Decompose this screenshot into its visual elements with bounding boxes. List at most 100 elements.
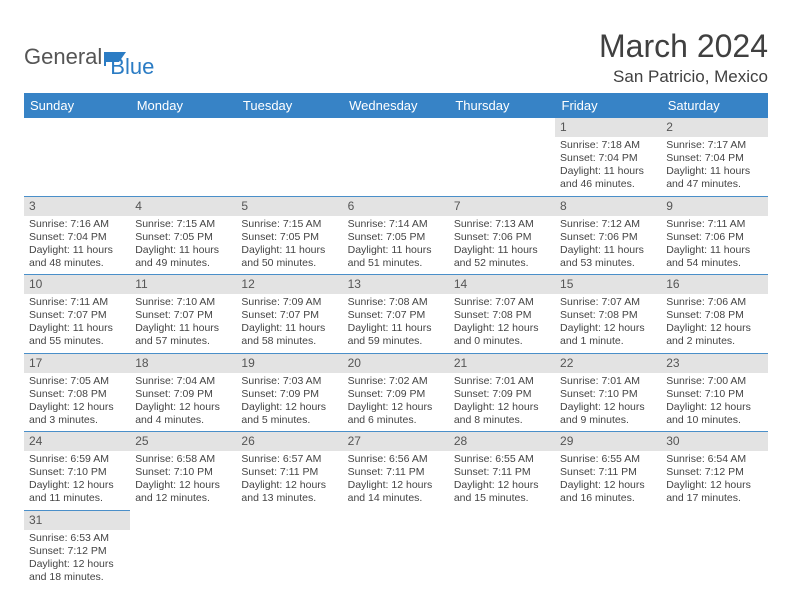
sunset-text: Sunset: 7:06 PM [666,231,762,244]
day-number: 29 [555,432,661,451]
calendar-cell: 26Sunrise: 6:57 AMSunset: 7:11 PMDayligh… [236,432,342,511]
calendar-cell: 27Sunrise: 6:56 AMSunset: 7:11 PMDayligh… [343,432,449,511]
daylight-text: Daylight: 11 hours and 57 minutes. [135,322,231,348]
day-body: Sunrise: 7:18 AMSunset: 7:04 PMDaylight:… [555,137,661,196]
daylight-text: Daylight: 11 hours and 53 minutes. [560,244,656,270]
sunset-text: Sunset: 7:12 PM [666,466,762,479]
day-number: 9 [661,197,767,216]
day-body: Sunrise: 7:05 AMSunset: 7:08 PMDaylight:… [24,373,130,432]
daylight-text: Daylight: 11 hours and 46 minutes. [560,165,656,191]
day-number: 10 [24,275,130,294]
day-number: 13 [343,275,449,294]
day-body: Sunrise: 7:06 AMSunset: 7:08 PMDaylight:… [661,294,767,353]
sunset-text: Sunset: 7:10 PM [666,388,762,401]
day-number: 25 [130,432,236,451]
sunset-text: Sunset: 7:12 PM [29,545,125,558]
day-body: Sunrise: 7:11 AMSunset: 7:06 PMDaylight:… [661,216,767,275]
sunrise-text: Sunrise: 6:57 AM [241,453,337,466]
sunset-text: Sunset: 7:08 PM [454,309,550,322]
daylight-text: Daylight: 11 hours and 54 minutes. [666,244,762,270]
calendar-cell: 9Sunrise: 7:11 AMSunset: 7:06 PMDaylight… [661,196,767,275]
sunset-text: Sunset: 7:11 PM [560,466,656,479]
sunrise-text: Sunrise: 6:58 AM [135,453,231,466]
sunset-text: Sunset: 7:06 PM [560,231,656,244]
sunset-text: Sunset: 7:05 PM [348,231,444,244]
day-number: 14 [449,275,555,294]
daylight-text: Daylight: 11 hours and 58 minutes. [241,322,337,348]
sunrise-text: Sunrise: 6:55 AM [560,453,656,466]
calendar-cell: 2Sunrise: 7:17 AMSunset: 7:04 PMDaylight… [661,118,767,196]
day-body: Sunrise: 7:11 AMSunset: 7:07 PMDaylight:… [24,294,130,353]
daylight-text: Daylight: 12 hours and 2 minutes. [666,322,762,348]
day-number: 5 [236,197,342,216]
daylight-text: Daylight: 12 hours and 4 minutes. [135,401,231,427]
day-number: 16 [661,275,767,294]
weekday-header: Monday [130,93,236,118]
calendar-row: 24Sunrise: 6:59 AMSunset: 7:10 PMDayligh… [24,432,768,511]
sunset-text: Sunset: 7:08 PM [29,388,125,401]
sunset-text: Sunset: 7:10 PM [29,466,125,479]
daylight-text: Daylight: 11 hours and 59 minutes. [348,322,444,348]
sunrise-text: Sunrise: 7:11 AM [29,296,125,309]
logo-text-1: General [24,44,102,70]
day-number: 24 [24,432,130,451]
weekday-header: Saturday [661,93,767,118]
day-body: Sunrise: 7:04 AMSunset: 7:09 PMDaylight:… [130,373,236,432]
day-body: Sunrise: 6:58 AMSunset: 7:10 PMDaylight:… [130,451,236,510]
calendar-cell: 28Sunrise: 6:55 AMSunset: 7:11 PMDayligh… [449,432,555,511]
calendar-cell: 22Sunrise: 7:01 AMSunset: 7:10 PMDayligh… [555,353,661,432]
day-body: Sunrise: 7:16 AMSunset: 7:04 PMDaylight:… [24,216,130,275]
daylight-text: Daylight: 11 hours and 52 minutes. [454,244,550,270]
daylight-text: Daylight: 12 hours and 8 minutes. [454,401,550,427]
calendar-cell: 18Sunrise: 7:04 AMSunset: 7:09 PMDayligh… [130,353,236,432]
logo: General Blue [24,34,154,80]
sunrise-text: Sunrise: 7:16 AM [29,218,125,231]
daylight-text: Daylight: 12 hours and 10 minutes. [666,401,762,427]
sunrise-text: Sunrise: 7:05 AM [29,375,125,388]
day-number: 6 [343,197,449,216]
calendar-cell [449,510,555,588]
sunset-text: Sunset: 7:09 PM [241,388,337,401]
calendar-cell: 29Sunrise: 6:55 AMSunset: 7:11 PMDayligh… [555,432,661,511]
logo-text-2: Blue [110,54,154,80]
day-body: Sunrise: 6:55 AMSunset: 7:11 PMDaylight:… [449,451,555,510]
day-body: Sunrise: 7:07 AMSunset: 7:08 PMDaylight:… [555,294,661,353]
day-number: 18 [130,354,236,373]
calendar-row: 10Sunrise: 7:11 AMSunset: 7:07 PMDayligh… [24,275,768,354]
day-body: Sunrise: 6:55 AMSunset: 7:11 PMDaylight:… [555,451,661,510]
day-number: 30 [661,432,767,451]
day-body: Sunrise: 7:01 AMSunset: 7:10 PMDaylight:… [555,373,661,432]
sunrise-text: Sunrise: 7:04 AM [135,375,231,388]
sunset-text: Sunset: 7:04 PM [29,231,125,244]
day-number: 27 [343,432,449,451]
daylight-text: Daylight: 11 hours and 51 minutes. [348,244,444,270]
calendar-cell: 10Sunrise: 7:11 AMSunset: 7:07 PMDayligh… [24,275,130,354]
calendar-row: 17Sunrise: 7:05 AMSunset: 7:08 PMDayligh… [24,353,768,432]
sunrise-text: Sunrise: 7:08 AM [348,296,444,309]
calendar-cell: 17Sunrise: 7:05 AMSunset: 7:08 PMDayligh… [24,353,130,432]
calendar-cell: 24Sunrise: 6:59 AMSunset: 7:10 PMDayligh… [24,432,130,511]
daylight-text: Daylight: 12 hours and 3 minutes. [29,401,125,427]
day-number: 23 [661,354,767,373]
sunrise-text: Sunrise: 6:53 AM [29,532,125,545]
daylight-text: Daylight: 12 hours and 17 minutes. [666,479,762,505]
calendar-cell [130,510,236,588]
month-title: March 2024 [599,28,768,65]
day-body: Sunrise: 6:54 AMSunset: 7:12 PMDaylight:… [661,451,767,510]
calendar-row: 1Sunrise: 7:18 AMSunset: 7:04 PMDaylight… [24,118,768,196]
day-number: 4 [130,197,236,216]
sunrise-text: Sunrise: 7:02 AM [348,375,444,388]
day-number: 22 [555,354,661,373]
day-body: Sunrise: 7:02 AMSunset: 7:09 PMDaylight:… [343,373,449,432]
day-body: Sunrise: 7:15 AMSunset: 7:05 PMDaylight:… [130,216,236,275]
sunset-text: Sunset: 7:07 PM [29,309,125,322]
weekday-header: Tuesday [236,93,342,118]
daylight-text: Daylight: 11 hours and 55 minutes. [29,322,125,348]
calendar-cell: 8Sunrise: 7:12 AMSunset: 7:06 PMDaylight… [555,196,661,275]
day-body: Sunrise: 7:14 AMSunset: 7:05 PMDaylight:… [343,216,449,275]
day-body: Sunrise: 7:13 AMSunset: 7:06 PMDaylight:… [449,216,555,275]
calendar-cell: 16Sunrise: 7:06 AMSunset: 7:08 PMDayligh… [661,275,767,354]
title-block: March 2024 San Patricio, Mexico [599,28,768,87]
day-body: Sunrise: 7:12 AMSunset: 7:06 PMDaylight:… [555,216,661,275]
calendar-row: 31Sunrise: 6:53 AMSunset: 7:12 PMDayligh… [24,510,768,588]
